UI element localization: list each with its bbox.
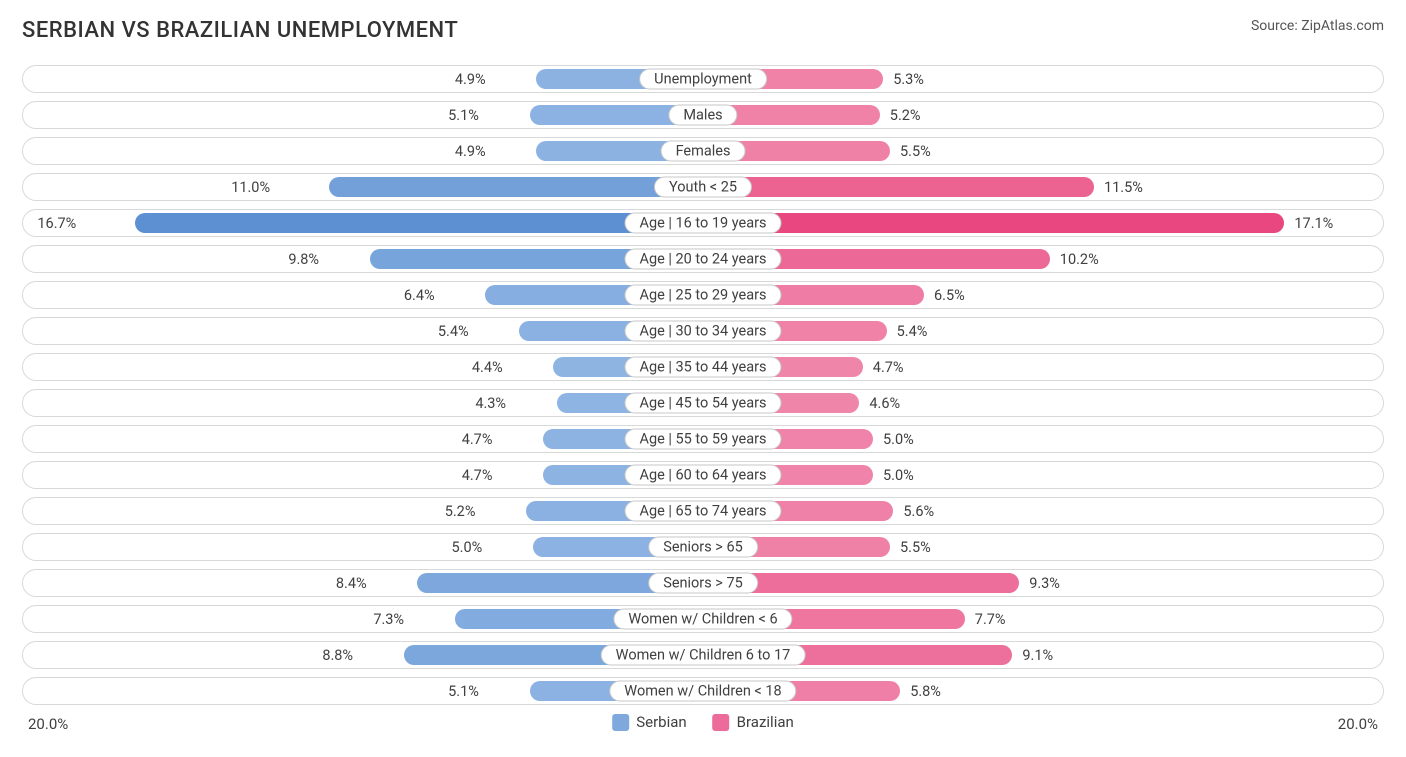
category-label: Age | 60 to 64 years — [624, 465, 781, 486]
value-serbian: 5.1% — [448, 102, 489, 128]
value-serbian: 5.4% — [438, 318, 479, 344]
value-brazilian: 5.2% — [880, 102, 921, 128]
value-brazilian: 5.0% — [873, 462, 914, 488]
diverging-bar-chart: 4.9% 5.3% Unemployment 5.1% 5.2% Males 4.9% 5.5… — [22, 65, 1384, 705]
bar-brazilian — [703, 213, 1284, 233]
category-label: Unemployment — [639, 69, 767, 90]
value-serbian: 8.8% — [322, 642, 363, 668]
legend-item-serbian: Serbian — [612, 713, 686, 731]
chart-row: 6.4% 6.5% Age | 25 to 29 years — [22, 281, 1384, 309]
value-serbian: 4.7% — [462, 426, 503, 452]
category-label: Youth < 25 — [654, 177, 752, 198]
category-label: Women w/ Children < 6 — [613, 609, 792, 630]
category-label: Age | 45 to 54 years — [624, 393, 781, 414]
chart-source: Source: ZipAtlas.com — [1251, 18, 1384, 34]
value-serbian: 5.0% — [452, 534, 493, 560]
chart-row: 5.2% 5.6% Age | 65 to 74 years — [22, 497, 1384, 525]
legend-label-serbian: Serbian — [636, 713, 686, 731]
chart-row: 4.7% 5.0% Age | 55 to 59 years — [22, 425, 1384, 453]
category-label: Women w/ Children < 18 — [609, 681, 796, 702]
value-brazilian: 17.1% — [1284, 210, 1333, 236]
axis-max-left: 20.0% — [28, 715, 68, 733]
value-serbian: 4.9% — [455, 66, 496, 92]
chart-row: 4.4% 4.7% Age | 35 to 44 years — [22, 353, 1384, 381]
source-prefix: Source: — [1251, 18, 1298, 34]
legend: Serbian Brazilian — [612, 713, 794, 731]
value-serbian: 11.0% — [231, 174, 280, 200]
chart-row: 9.8% 10.2% Age | 20 to 24 years — [22, 245, 1384, 273]
value-brazilian: 9.1% — [1012, 642, 1053, 668]
value-serbian: 4.9% — [455, 138, 496, 164]
chart-row: 4.7% 5.0% Age | 60 to 64 years — [22, 461, 1384, 489]
value-brazilian: 5.5% — [890, 138, 931, 164]
value-serbian: 8.4% — [336, 570, 377, 596]
value-brazilian: 5.4% — [887, 318, 928, 344]
value-serbian: 5.2% — [445, 498, 486, 524]
chart-header: SERBIAN VS BRAZILIAN UNEMPLOYMENT Source… — [22, 18, 1384, 43]
value-serbian: 4.4% — [472, 354, 513, 380]
bar-brazilian — [703, 177, 1094, 197]
chart-row: 5.4% 5.4% Age | 30 to 34 years — [22, 317, 1384, 345]
value-serbian: 4.7% — [462, 462, 503, 488]
axis-max-right: 20.0% — [1338, 715, 1378, 733]
category-label: Females — [661, 141, 746, 162]
legend-label-brazilian: Brazilian — [737, 713, 794, 731]
value-brazilian: 5.0% — [873, 426, 914, 452]
value-brazilian: 5.8% — [900, 678, 941, 704]
chart-row: 11.0% 11.5% Youth < 25 — [22, 173, 1384, 201]
value-brazilian: 4.7% — [863, 354, 904, 380]
source-name: ZipAtlas.com — [1301, 18, 1384, 34]
chart-row: 8.4% 9.3% Seniors > 75 — [22, 569, 1384, 597]
chart-row: 4.9% 5.5% Females — [22, 137, 1384, 165]
category-label: Seniors > 65 — [648, 537, 758, 558]
chart-row: 7.3% 7.7% Women w/ Children < 6 — [22, 605, 1384, 633]
chart-row: 5.0% 5.5% Seniors > 65 — [22, 533, 1384, 561]
bar-serbian — [329, 177, 703, 197]
category-label: Age | 25 to 29 years — [624, 285, 781, 306]
chart-row: 5.1% 5.2% Males — [22, 101, 1384, 129]
value-brazilian: 5.6% — [893, 498, 934, 524]
category-label: Age | 30 to 34 years — [624, 321, 781, 342]
chart-row: 8.8% 9.1% Women w/ Children 6 to 17 — [22, 641, 1384, 669]
value-serbian: 16.7% — [37, 210, 86, 236]
value-brazilian: 7.7% — [965, 606, 1006, 632]
value-brazilian: 10.2% — [1050, 246, 1099, 272]
value-brazilian: 6.5% — [924, 282, 965, 308]
chart-row: 5.1% 5.8% Women w/ Children < 18 — [22, 677, 1384, 705]
category-label: Age | 16 to 19 years — [624, 213, 781, 234]
value-brazilian: 4.6% — [859, 390, 900, 416]
legend-swatch-brazilian — [713, 714, 730, 731]
category-label: Age | 65 to 74 years — [624, 501, 781, 522]
category-label: Seniors > 75 — [648, 573, 758, 594]
value-brazilian: 9.3% — [1019, 570, 1060, 596]
category-label: Women w/ Children 6 to 17 — [601, 645, 806, 666]
value-brazilian: 11.5% — [1094, 174, 1143, 200]
legend-item-brazilian: Brazilian — [713, 713, 794, 731]
value-serbian: 9.8% — [288, 246, 329, 272]
value-serbian: 6.4% — [404, 282, 445, 308]
category-label: Age | 55 to 59 years — [624, 429, 781, 450]
legend-swatch-serbian — [612, 714, 629, 731]
value-brazilian: 5.5% — [890, 534, 931, 560]
value-serbian: 4.3% — [475, 390, 516, 416]
chart-title: SERBIAN VS BRAZILIAN UNEMPLOYMENT — [22, 18, 458, 43]
bar-serbian — [135, 213, 703, 233]
chart-row: 4.9% 5.3% Unemployment — [22, 65, 1384, 93]
category-label: Age | 20 to 24 years — [624, 249, 781, 270]
category-label: Age | 35 to 44 years — [624, 357, 781, 378]
chart-row: 4.3% 4.6% Age | 45 to 54 years — [22, 389, 1384, 417]
value-brazilian: 5.3% — [883, 66, 924, 92]
chart-row: 16.7% 17.1% Age | 16 to 19 years — [22, 209, 1384, 237]
value-serbian: 5.1% — [448, 678, 489, 704]
chart-footer: 20.0% 20.0% Serbian Brazilian — [22, 713, 1384, 739]
value-serbian: 7.3% — [373, 606, 414, 632]
category-label: Males — [668, 105, 737, 126]
